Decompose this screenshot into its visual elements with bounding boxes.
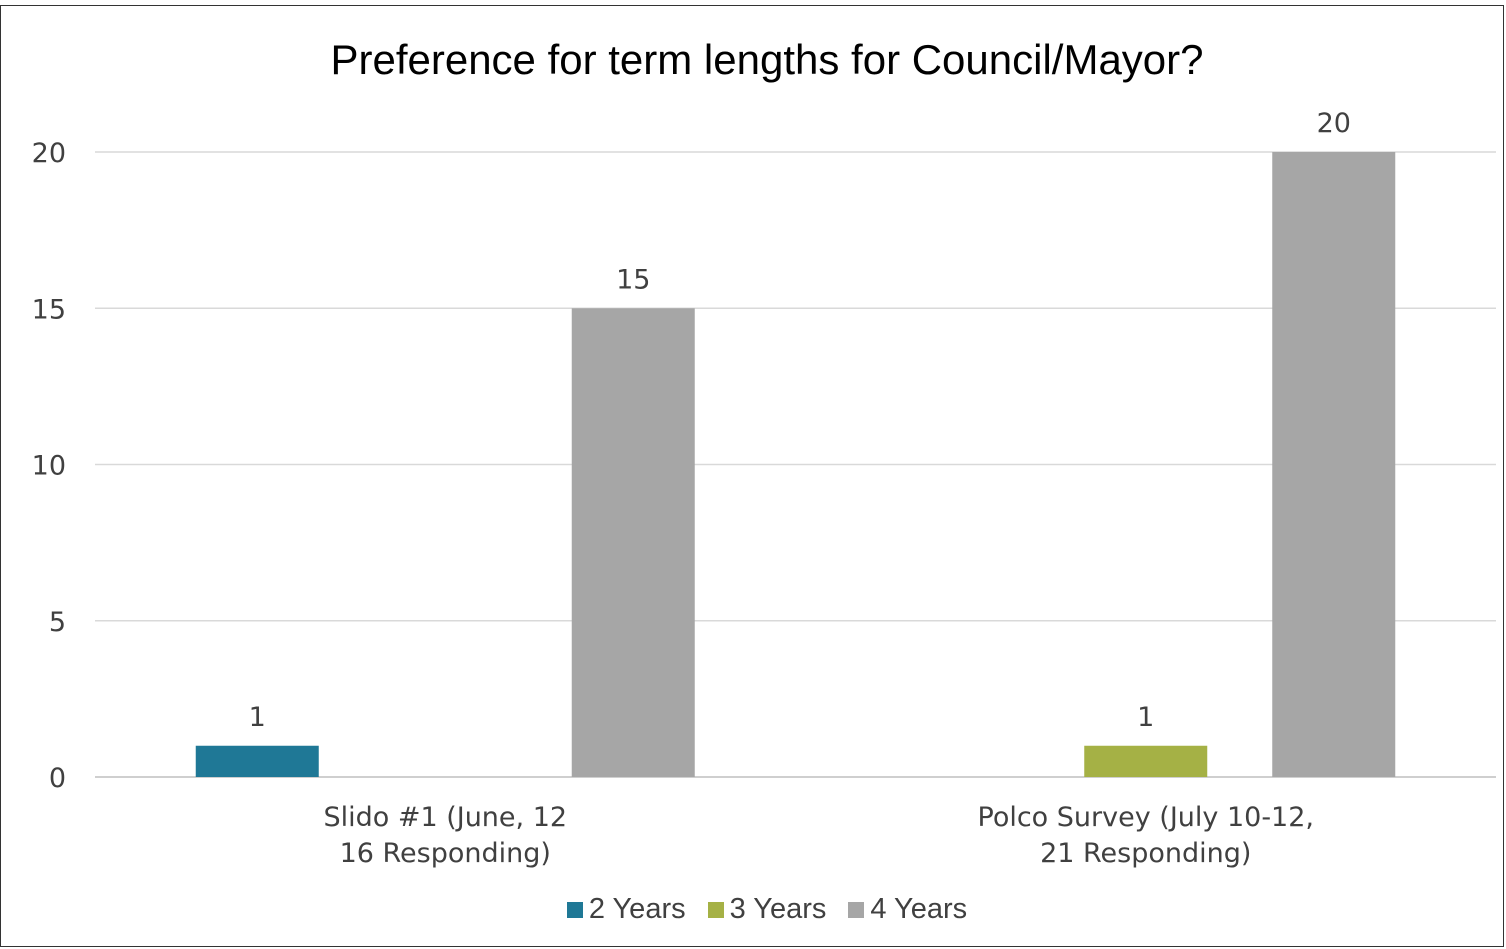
legend-item: 2 Years — [566, 893, 686, 926]
y-tick-label: 15 — [32, 294, 66, 325]
legend-label: 3 Years — [729, 893, 827, 925]
x-tick-label: Polco Survey (July 10-12, — [978, 802, 1315, 833]
y-tick-label: 5 — [49, 607, 66, 638]
chart-title: Preference for term lengths for Council/… — [330, 36, 1204, 83]
legend-swatch — [848, 901, 865, 918]
legend-item: 3 Years — [707, 893, 827, 926]
data-label: 1 — [1137, 702, 1154, 733]
x-tick-label: Slido #1 (June, 12 — [323, 802, 567, 833]
legend-label: 4 Years — [870, 893, 968, 925]
data-label: 1 — [249, 702, 266, 733]
y-tick-label: 0 — [49, 763, 66, 794]
x-tick-label: 16 Responding) — [340, 838, 551, 869]
y-tick-label: 20 — [32, 138, 66, 169]
bar — [195, 745, 319, 777]
data-label: 15 — [616, 264, 650, 295]
chart-frame — [0, 5, 1504, 947]
legend: 2 Years 3 Years 4 Years — [0, 893, 1506, 926]
legend-swatch — [707, 901, 724, 918]
y-tick-label: 10 — [32, 451, 66, 482]
legend-label: 2 Years — [588, 893, 686, 925]
data-label: 20 — [1317, 108, 1351, 139]
bar — [1272, 152, 1396, 777]
legend-item: 4 Years — [848, 893, 967, 926]
x-tick-label: 21 Responding) — [1040, 838, 1251, 869]
legend-swatch — [566, 901, 583, 918]
bar — [571, 308, 695, 777]
bar — [1084, 745, 1208, 777]
